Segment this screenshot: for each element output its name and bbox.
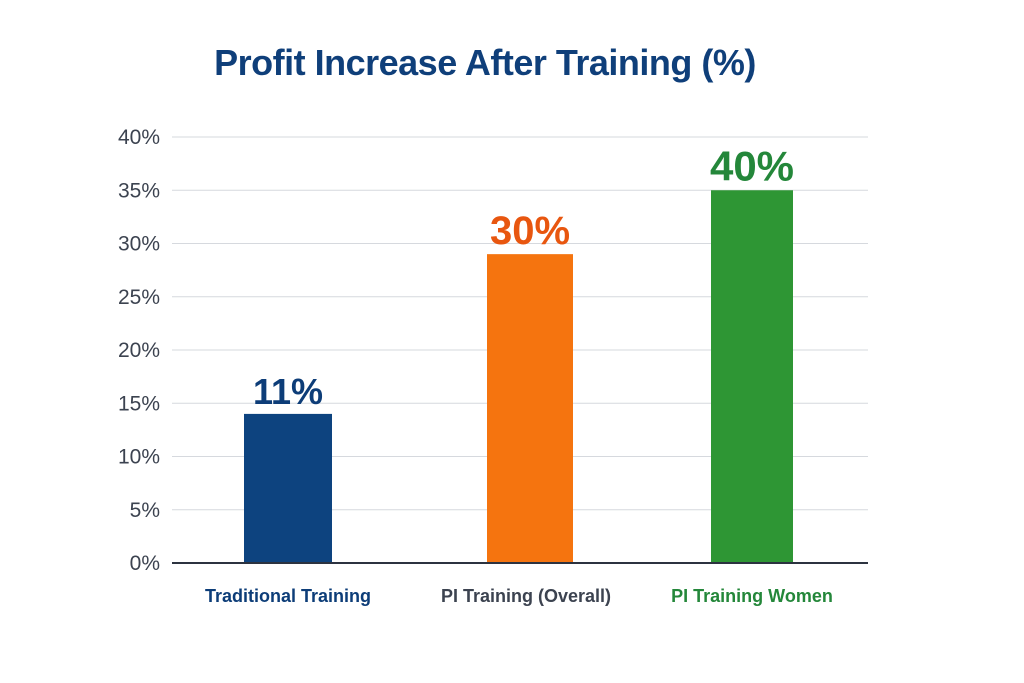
category-label: Traditional Training	[205, 586, 371, 606]
bar	[244, 413, 332, 563]
y-tick-label: 20%	[118, 339, 160, 362]
bar	[487, 254, 573, 563]
x-axis-categories: Traditional Training PI Training (Overall…	[205, 586, 833, 606]
bar	[711, 190, 793, 563]
y-tick-label: 0%	[130, 552, 160, 575]
y-tick-label: 40%	[118, 126, 160, 149]
data-label: 40%	[710, 142, 794, 189]
y-tick-label: 15%	[118, 392, 160, 415]
data-labels: 11% 30% 40%	[253, 142, 794, 412]
data-label: 11%	[253, 371, 323, 412]
chart-title: Profit Increase After Training (%)	[214, 42, 756, 83]
y-axis-ticks: 0% 5% 10% 15% 20% 25% 30% 35% 40%	[118, 126, 160, 575]
data-label: 30%	[490, 209, 570, 253]
y-tick-label: 30%	[118, 233, 160, 256]
bars	[244, 190, 793, 563]
y-tick-label: 10%	[118, 446, 160, 469]
category-label: PI Training Women	[671, 586, 833, 606]
y-tick-label: 5%	[130, 499, 160, 522]
category-label: PI Training (Overall)	[441, 586, 611, 606]
y-tick-label: 35%	[118, 179, 160, 202]
y-tick-label: 25%	[118, 286, 160, 309]
